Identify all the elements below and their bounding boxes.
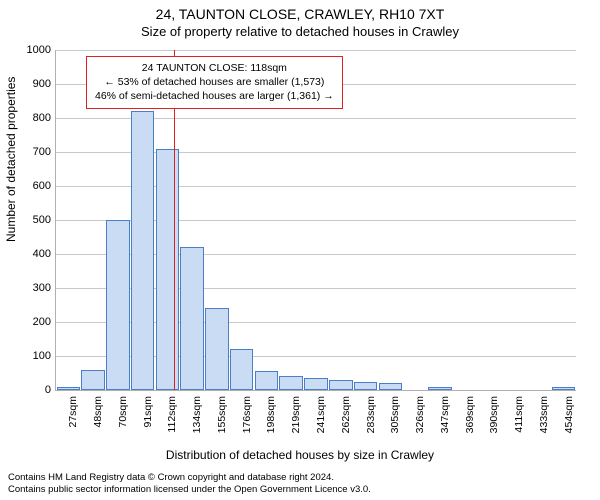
histogram-bar: [354, 382, 378, 391]
x-tick: 241sqm: [315, 396, 327, 433]
x-tick: 262sqm: [340, 396, 352, 433]
callout-box: 24 TAUNTON CLOSE: 118sqm ← 53% of detach…: [86, 56, 343, 109]
histogram-bar: [131, 111, 155, 390]
x-tick: 326sqm: [414, 396, 426, 433]
x-tick: 70sqm: [117, 396, 129, 428]
x-tick: 112sqm: [166, 396, 178, 433]
histogram-bar: [329, 380, 353, 390]
y-tick: 300: [33, 282, 51, 294]
y-tick: 1000: [27, 44, 51, 56]
x-tick: 411sqm: [513, 396, 525, 433]
histogram-bar: [379, 383, 403, 390]
x-tick: 283sqm: [365, 396, 377, 433]
x-tick: 134sqm: [191, 396, 203, 433]
y-tick: 0: [45, 384, 51, 396]
x-axis-label: Distribution of detached houses by size …: [0, 448, 600, 462]
x-tick-labels: 27sqm 48sqm 70sqm 91sqm 112sqm 134sqm 155sqm 17…: [55, 390, 575, 450]
x-tick: 176sqm: [241, 396, 253, 433]
histogram-bar: [106, 220, 130, 390]
histogram-bar: [304, 378, 328, 390]
x-tick: 433sqm: [538, 396, 550, 433]
y-tick: 600: [33, 180, 51, 192]
histogram-bar: [205, 308, 229, 390]
histogram-bar: [156, 149, 180, 390]
x-tick: 369sqm: [464, 396, 476, 433]
subtitle: Size of property relative to detached ho…: [0, 24, 600, 39]
y-tick: 400: [33, 248, 51, 260]
x-tick: 347sqm: [439, 396, 451, 433]
address-title: 24, TAUNTON CLOSE, CRAWLEY, RH10 7XT: [0, 6, 600, 22]
attribution-line-2: Contains public sector information licen…: [8, 484, 371, 496]
x-tick: 305sqm: [389, 396, 401, 433]
x-tick: 219sqm: [290, 396, 302, 433]
plot-area: 24 TAUNTON CLOSE: 118sqm ← 53% of detach…: [55, 50, 576, 391]
callout-line-2: ← 53% of detached houses are smaller (1,…: [95, 75, 334, 89]
x-tick: 155sqm: [216, 396, 228, 433]
x-tick: 91sqm: [142, 396, 154, 428]
attribution-line-1: Contains HM Land Registry data © Crown c…: [8, 472, 371, 484]
x-tick: 390sqm: [488, 396, 500, 433]
histogram-bar: [81, 370, 105, 390]
histogram-bar: [230, 349, 254, 390]
chart-container: 24, TAUNTON CLOSE, CRAWLEY, RH10 7XT Siz…: [0, 0, 600, 500]
y-tick: 800: [33, 112, 51, 124]
x-tick: 454sqm: [563, 396, 575, 433]
x-tick: 27sqm: [67, 396, 79, 428]
x-tick: 48sqm: [92, 396, 104, 428]
histogram-bar: [255, 371, 279, 390]
y-tick: 200: [33, 316, 51, 328]
callout-line-1: 24 TAUNTON CLOSE: 118sqm: [95, 61, 334, 75]
y-tick: 700: [33, 146, 51, 158]
histogram-bar: [180, 247, 204, 390]
y-tick: 100: [33, 350, 51, 362]
attribution-text: Contains HM Land Registry data © Crown c…: [8, 472, 371, 496]
y-tick: 900: [33, 78, 51, 90]
x-tick: 198sqm: [265, 396, 277, 433]
y-tick: 500: [33, 214, 51, 226]
histogram-bar: [279, 376, 303, 390]
callout-line-3: 46% of semi-detached houses are larger (…: [95, 89, 334, 103]
y-tick-labels: 01002003004005006007008009001000: [0, 50, 53, 390]
